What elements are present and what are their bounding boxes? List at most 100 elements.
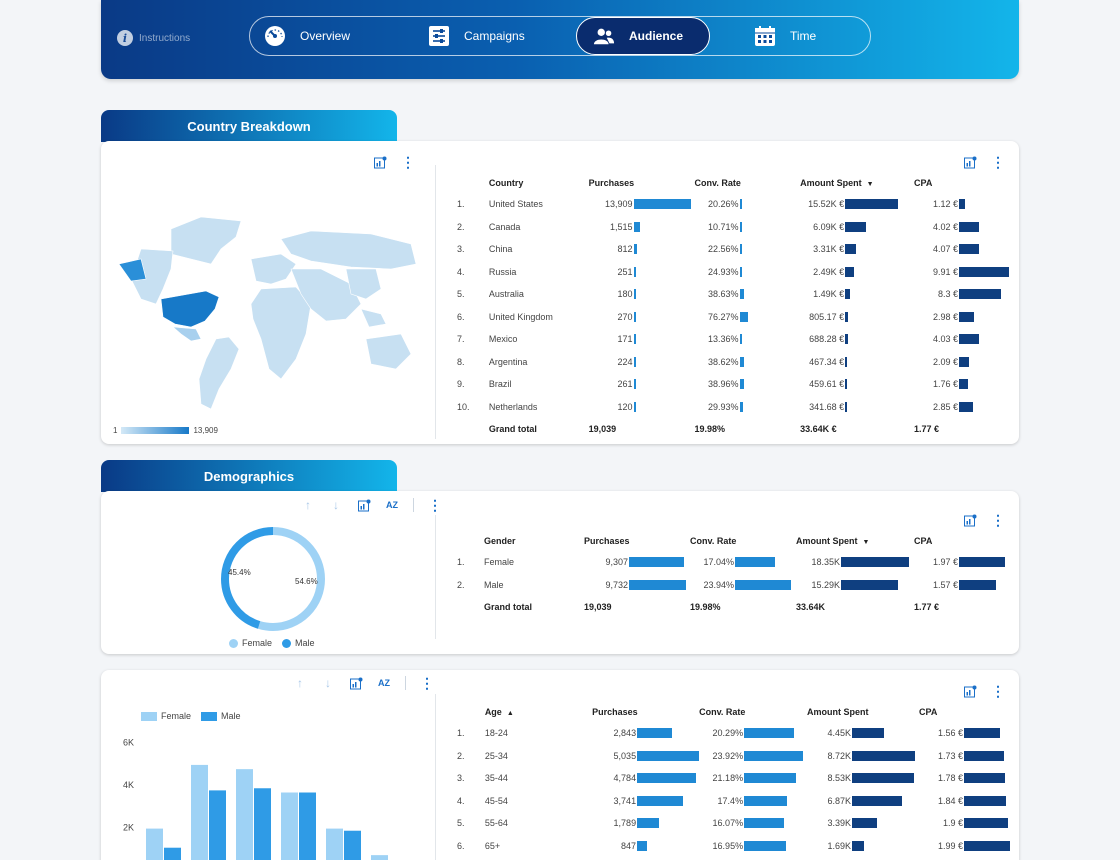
col-amount-spent[interactable]: Amount Spent ▼ [796, 531, 914, 551]
more-options-icon[interactable]: ⋮ [401, 154, 415, 170]
bar-male-45-54[interactable] [299, 792, 316, 860]
purchases-bar [633, 244, 637, 255]
more-options-icon[interactable]: ⋮ [428, 497, 442, 513]
bar-female-65+[interactable] [371, 855, 388, 860]
col-purchases[interactable]: Purchases [584, 536, 630, 546]
col-cpa[interactable]: CPA [918, 707, 938, 717]
bar-female-18-24[interactable] [146, 828, 163, 860]
amount-spent-cell: 805.17 € [800, 311, 914, 322]
table-row[interactable]: 1. Female 9,307 17.04% 18.35K 1.97 € [453, 551, 1009, 574]
legend-male[interactable]: Male [201, 711, 241, 722]
nav-overview[interactable]: Overview [264, 17, 350, 55]
legend-male[interactable]: Male [282, 638, 315, 649]
sliders-icon [428, 25, 450, 47]
table-row[interactable]: 6. United Kingdom 270 76.27% 805.17 € 2.98 € [453, 306, 1009, 329]
nav-audience[interactable]: Audience [576, 17, 710, 55]
cpa-value: 8.3 € [937, 289, 958, 300]
bar-female-35-44[interactable] [236, 769, 253, 860]
more-options-icon[interactable]: ⋮ [991, 683, 1005, 699]
table-row[interactable]: 5. 55-64 1,789 16.07% 3.39K 1.9 € [453, 812, 1013, 835]
row-rank: 6. [457, 840, 465, 851]
sort-desc-icon: ▼ [862, 539, 870, 546]
table-row[interactable]: 3. China 812 22.56% 3.31K € 4.07 € [453, 238, 1009, 261]
sort-az-icon[interactable]: AZ [378, 678, 390, 688]
cpa-bar [958, 244, 980, 255]
table-row[interactable]: 4. 45-54 3,741 17.4% 6.87K 1.84 € [453, 790, 1013, 813]
amount-spent-bar [845, 221, 866, 232]
purchases-cell: 120 [589, 401, 695, 412]
purchases-cell: 270 [589, 311, 695, 322]
col-gender[interactable]: Gender [484, 536, 516, 546]
table-row[interactable]: 3. 35-44 4,784 21.18% 8.53K 1.78 € [453, 767, 1013, 790]
sort-descending-icon[interactable]: ↓ [325, 676, 331, 690]
table-row[interactable]: 7. Mexico 171 13.36% 688.28 € 4.03 € [453, 328, 1009, 351]
bar-female-45-54[interactable] [281, 792, 298, 860]
nav-time[interactable]: Time [754, 17, 816, 55]
bar-male-35-44[interactable] [254, 788, 271, 860]
cpa-value: 4.03 € [932, 334, 958, 345]
table-row[interactable]: 8. Argentina 224 38.62% 467.34 € 2.09 € [453, 351, 1009, 374]
sort-ascending-icon[interactable]: ↑ [305, 498, 311, 512]
europe-region [250, 253, 297, 285]
col-cpa[interactable]: CPA [913, 178, 933, 188]
chart-settings-icon[interactable] [963, 155, 977, 169]
conv-rate-bar [739, 244, 742, 255]
col-amount-spent[interactable]: Amount Spent ▼ [800, 173, 914, 193]
col-purchases[interactable]: Purchases [588, 178, 635, 188]
table-row[interactable]: 6. 65+ 847 16.95% 1.69K 1.99 € [453, 835, 1013, 858]
col-purchases[interactable]: Purchases [592, 707, 638, 717]
gender-donut-chart[interactable] [213, 519, 333, 639]
cpa-cell: 1.78 € [919, 773, 1013, 784]
table-row[interactable]: 9. Brazil 261 38.96% 459.61 € 1.76 € [453, 373, 1009, 396]
amount-spent-value: 4.45K [827, 728, 852, 739]
cpa-value: 1.56 € [937, 728, 963, 739]
chart-settings-icon[interactable] [373, 155, 387, 169]
col-country[interactable]: Country [488, 178, 524, 188]
col-conv-rate[interactable]: Conv. Rate [690, 536, 737, 546]
amount-spent-cell: 467.34 € [800, 356, 914, 367]
table-row[interactable]: 1. United States 13,909 20.26% 15.52K € 1.12 … [453, 193, 1009, 216]
row-rank: 5. [457, 289, 465, 300]
sort-ascending-icon[interactable]: ↑ [297, 676, 303, 690]
table-row[interactable]: 5. Australia 180 38.63% 1.49K € 8.3 € [453, 283, 1009, 306]
bar-male-25-34[interactable] [209, 790, 226, 860]
amount-spent-value: 3.31K € [813, 244, 845, 255]
legend-female[interactable]: Female [141, 711, 191, 722]
legend-female[interactable]: Female [229, 638, 272, 649]
world-map[interactable] [111, 209, 423, 409]
col-cpa[interactable]: CPA [914, 536, 933, 546]
bar-female-25-34[interactable] [191, 764, 208, 860]
chart-settings-icon[interactable] [963, 684, 977, 698]
sort-az-icon[interactable]: AZ [386, 500, 398, 510]
col-conv-rate[interactable]: Conv. Rate [699, 707, 746, 717]
table-row[interactable]: 2. Canada 1,515 10.71% 6.09K € 4.02 € [453, 216, 1009, 239]
bar-male-18-24[interactable] [164, 847, 181, 860]
table-row[interactable]: 1. 18-24 2,843 20.29% 4.45K 1.56 € [453, 722, 1013, 745]
conv-rate-cell: 22.56% [695, 244, 801, 255]
conv-rate-bar [739, 311, 748, 322]
instructions-link[interactable]: i Instructions [117, 30, 190, 46]
nav-campaigns[interactable]: Campaigns [428, 17, 525, 55]
table-row[interactable]: 2. 25-34 5,035 23.92% 8.72K 1.73 € [453, 745, 1013, 768]
row-label: 45-54 [484, 795, 508, 806]
chart-settings-icon[interactable] [963, 513, 977, 527]
more-options-icon[interactable]: ⋮ [991, 512, 1005, 528]
bar-male-55-64[interactable] [344, 830, 361, 860]
donut-slice-male[interactable] [221, 527, 325, 631]
bar-female-55-64[interactable] [326, 828, 343, 860]
table-row[interactable]: 10. Netherlands 120 29.93% 341.68 € 2.85 € [453, 396, 1009, 419]
amount-spent-cell: 1.69K [807, 840, 919, 851]
more-options-icon[interactable]: ⋮ [420, 675, 434, 691]
col-amount-spent[interactable]: Amount Spent [807, 707, 869, 717]
more-options-icon[interactable]: ⋮ [991, 154, 1005, 170]
amount-spent-bar [845, 379, 848, 390]
sort-descending-icon[interactable]: ↓ [333, 498, 339, 512]
age-bar-chart[interactable]: 2K 4K 6K [101, 720, 421, 860]
amount-spent-value: 688.28 € [809, 334, 845, 345]
col-age[interactable]: Age ▲ [485, 702, 592, 722]
table-row[interactable]: 2. Male 9,732 23.94% 15.29K 1.57 € [453, 574, 1009, 597]
chart-settings-icon[interactable] [357, 498, 371, 512]
table-row[interactable]: 4. Russia 251 24.93% 2.49K € 9.91 € [453, 261, 1009, 284]
chart-settings-icon[interactable] [349, 676, 363, 690]
col-conv-rate[interactable]: Conv. Rate [694, 178, 741, 188]
